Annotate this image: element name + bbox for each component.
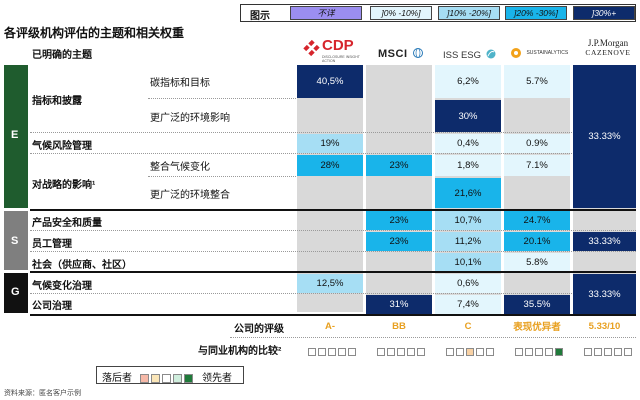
source-note: 资料来源：匿名客户示例 — [4, 390, 81, 397]
cell-cdp-carbon: 40,5% — [297, 65, 363, 98]
cdp-logo: CDP DISCLOSURE INSIGHT ACTION — [300, 36, 364, 64]
category-climate-gov: 气候变化治理 — [32, 281, 92, 292]
cell-sus-social: 5.8% — [504, 253, 570, 271]
cell-iss-risk: 0,4% — [435, 134, 501, 153]
legend-30-plus: ]30%+ — [573, 6, 635, 20]
page-title: 各评级机构评估的主题和相关权重 — [4, 26, 185, 40]
group-e-bar — [4, 65, 28, 208]
sub-carbon: 碳指标和目标 — [150, 78, 210, 89]
cell-iss-integrate: 1,8% — [435, 155, 501, 176]
sustainalytics-icon — [511, 47, 521, 58]
group-e-label: E — [11, 129, 19, 141]
comparison-jpm — [584, 343, 634, 361]
comparison-label: 与同业机构的比较² — [198, 346, 282, 357]
cell-iss-employee: 11,2% — [435, 232, 501, 251]
rating-sus: 表现优异者 — [513, 322, 561, 333]
iss-logo: ISS ESG — [443, 45, 497, 63]
cell-cdp-risk: 19% — [297, 134, 363, 153]
cell-jpm-s: 33.33% — [573, 232, 636, 251]
legend-10-20: ]10% -20%] — [438, 6, 500, 20]
leader-label: 领先者 — [202, 373, 232, 384]
cell-sus-corp-gov: 35.5% — [504, 295, 570, 314]
msci-globe-icon — [412, 47, 423, 58]
comparison-cdp — [308, 343, 358, 361]
jpm-name: J.P.Morgan — [587, 38, 629, 48]
cell-jpm-g: 33.33% — [573, 274, 636, 314]
jpm-logo: J.P.Morgan CAZENOVE — [582, 38, 634, 57]
cell-sus-employee: 20.1% — [504, 232, 570, 251]
rating-cdp: A- — [324, 320, 336, 332]
cell-msci-employee: 23% — [366, 232, 432, 251]
comparison-msci — [377, 343, 427, 361]
cdp-mark-icon — [303, 39, 320, 57]
rating-iss: C — [464, 320, 472, 332]
cell-msci-integrate: 23% — [366, 155, 432, 176]
rating-label: 公司的评级 — [234, 324, 284, 335]
cell-cdp-climate-gov: 12,5% — [297, 274, 363, 293]
sustainalytics-column — [504, 65, 570, 312]
sub-integrate: 整合气候变化 — [150, 162, 210, 173]
cdp-tagline: DISCLOSURE INSIGHT ACTION — [322, 55, 360, 63]
rating-msci: BB — [392, 320, 406, 332]
legend-20-30: ]20% -30%] — [505, 6, 567, 20]
cell-sus-integrate: 7.1% — [504, 155, 570, 176]
msci-logo: MSCI — [378, 44, 424, 62]
cell-iss-social: 10,1% — [435, 253, 501, 271]
category-corp-gov: 公司治理 — [32, 301, 72, 312]
cell-iss-env: 30% — [435, 100, 501, 132]
cell-msci-corp-gov: 31% — [366, 295, 432, 314]
bottom-legend-scale — [140, 370, 195, 388]
sub-env-integrate: 更广泛的环境整合 — [150, 190, 230, 201]
cell-sus-carbon: 5.7% — [504, 65, 570, 98]
group-s-bar — [4, 211, 28, 270]
group-s-label: S — [11, 235, 19, 247]
cell-cdp-integrate: 28% — [297, 155, 363, 176]
comparison-iss — [446, 343, 496, 361]
group-g-bar — [4, 273, 28, 313]
msci-column — [366, 65, 432, 312]
cell-sus-risk: 0.9% — [504, 134, 570, 153]
bottom-legend — [96, 366, 244, 384]
cell-sus-product: 24.7% — [504, 211, 570, 230]
page-subtitle: 已明确的主题 — [32, 50, 92, 61]
sustainalytics-name: SUSTAINALYTICS — [526, 49, 569, 56]
legend-label: 图示 — [250, 11, 270, 22]
legend-box — [240, 4, 636, 22]
cell-iss-corp-gov: 7,4% — [435, 295, 501, 314]
cell-jpm-e: 33.33% — [573, 65, 636, 208]
group-g-label: G — [11, 286, 20, 298]
legend-0-10: ]0% -10%] — [370, 6, 432, 20]
rating-jpm: 5.33/10 — [588, 320, 621, 332]
legend-unknown: 不详 — [290, 6, 362, 20]
category-social: 社会（供应商、社区） — [32, 260, 132, 271]
cell-iss-env-integrate: 21,6% — [435, 178, 501, 208]
category-strategy: 对战略的影响¹ — [32, 180, 96, 191]
cdp-name: CDP — [322, 37, 354, 54]
comparison-sus — [515, 343, 565, 361]
jpm-sub: CAZENOVE — [585, 48, 631, 57]
category-climate-risk: 气候风险管理 — [32, 141, 92, 152]
iss-name: ISS ESG — [443, 50, 482, 61]
cell-msci-product: 23% — [366, 211, 432, 230]
category-employee: 员工管理 — [32, 239, 72, 250]
category-product-safety: 产品安全和质量 — [32, 218, 102, 229]
laggard-label: 落后者 — [102, 373, 132, 384]
cell-iss-carbon: 6,2% — [435, 65, 501, 98]
cell-iss-product: 10,7% — [435, 211, 501, 230]
msci-name: MSCI — [378, 48, 408, 60]
category-indicators: 指标和披露 — [32, 96, 82, 107]
sustainalytics-logo: SUSTAINALYTICS — [510, 44, 568, 62]
cdp-column — [297, 65, 363, 312]
cell-iss-climate-gov: 0,6% — [435, 274, 501, 293]
iss-leaf-icon — [486, 49, 496, 59]
sub-env-impact: 更广泛的环境影响 — [150, 113, 230, 124]
